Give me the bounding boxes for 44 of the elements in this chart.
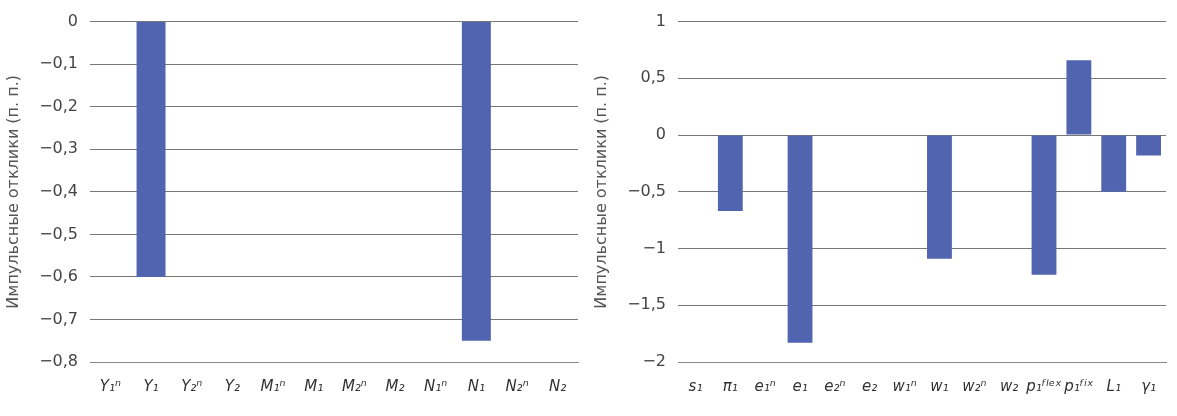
y-tick-label: −0,6 — [39, 266, 79, 286]
x-tick-label: w₂ⁿ — [962, 376, 987, 395]
x-tick-label: e₁ⁿ — [754, 376, 776, 395]
x-tick-label: e₁ — [792, 376, 808, 395]
x-tick-label: p₁ᶠⁱˣ — [1063, 376, 1094, 395]
y-tick-label: −0,7 — [39, 308, 79, 328]
x-tick-label: Y₂ — [224, 376, 240, 395]
x-tick-label: w₁ — [930, 376, 949, 395]
y-tick-label: 0 — [67, 10, 79, 30]
y-tick-label: −0,4 — [39, 180, 79, 200]
x-tick-label: w₁ⁿ — [892, 376, 917, 395]
x-tick-label: N₂ — [549, 376, 567, 395]
y-tick-label: −2 — [642, 351, 667, 371]
x-tick-label: e₂ — [862, 376, 878, 395]
y-axis-title: Импульсные отклики (п. п.) — [590, 74, 610, 309]
x-tick-label: w₂ — [1000, 376, 1019, 395]
x-tick-label: Y₂ⁿ — [181, 376, 203, 395]
x-tick-label: M₂ — [385, 376, 405, 395]
y-axis-title: Импульсные отклики (п. п.) — [2, 74, 22, 309]
y-tick-label: 0,5 — [640, 67, 667, 87]
y-tick-label: −1,5 — [627, 294, 667, 314]
y-tick-label: −0,2 — [39, 95, 79, 115]
y-tick-label: −0,3 — [39, 138, 79, 158]
y-tick-label: −0,5 — [39, 223, 79, 243]
x-tick-label: M₁ⁿ — [260, 376, 286, 395]
x-tick-label: L₁ — [1106, 376, 1121, 395]
x-tick-label: M₁ — [304, 376, 324, 395]
x-tick-label: N₂ⁿ — [505, 376, 529, 395]
x-tick-label: γ₁ — [1141, 376, 1157, 395]
x-tick-label: N₁ⁿ — [424, 376, 448, 395]
x-tick-label: p₁ᶠˡᵉˣ — [1025, 376, 1063, 395]
x-tick-label: M₂ⁿ — [341, 376, 367, 395]
y-tick-label: −0,8 — [39, 351, 79, 371]
y-tick-label: 0 — [655, 124, 667, 144]
x-tick-label: π₁ — [722, 376, 738, 395]
x-tick-label: e₂ⁿ — [824, 376, 846, 395]
y-tick-label: 1 — [655, 10, 667, 30]
y-tick-label: −1 — [642, 237, 667, 257]
x-tick-label: Y₁ — [143, 376, 159, 395]
x-tick-label: Y₁ⁿ — [99, 376, 121, 395]
x-tick-label: N₁ — [467, 376, 485, 395]
y-tick-label: −0,5 — [627, 180, 667, 200]
x-tick-label: s₁ — [688, 376, 703, 395]
y-tick-label: −0,1 — [39, 53, 79, 73]
